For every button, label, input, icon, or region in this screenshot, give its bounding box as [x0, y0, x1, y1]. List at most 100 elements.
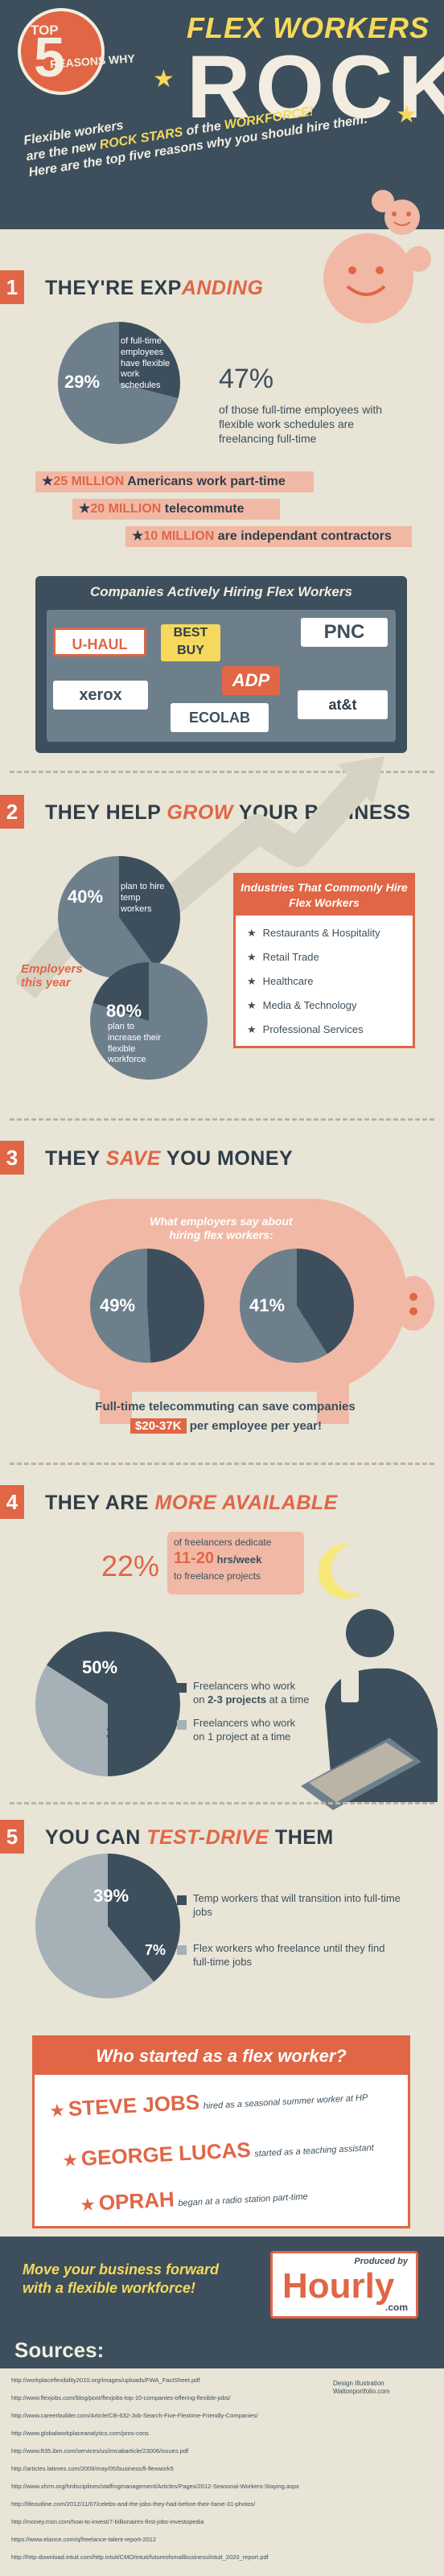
industry-item: ★ Restaurants & Hospitality: [247, 927, 380, 939]
section-4-header: 4 THEY ARE MORE AVAILABLE: [0, 1485, 444, 1519]
produced-by-label: Produced by: [354, 2257, 408, 2266]
title-flex-workers: FLEX WORKERS: [187, 11, 430, 44]
person-steve-jobs: ★STEVE JOBS hired as a seasonal summer w…: [48, 2089, 368, 2121]
pie-percent: 34%: [106, 1725, 139, 1743]
pie-description: reported savings: [153, 1294, 186, 1315]
divider: [10, 771, 434, 773]
sources-title: Sources:: [14, 2338, 105, 2362]
companies-panel: Companies Actively Hiring Flex Workers U…: [35, 576, 407, 753]
legend-swatch: [177, 1683, 187, 1693]
source-link[interactable]: http://www.globalworkplaceanalytics.com/…: [11, 2430, 149, 2437]
star-icon: ★: [79, 2194, 97, 2216]
logo-ecolab: ECOLAB: [171, 703, 269, 732]
hourly-brand: Hourly: [282, 2266, 395, 2306]
source-link[interactable]: http://lifeoutline.com/2012/11/07/celebs…: [11, 2500, 256, 2508]
smiley-faces-icon: [323, 190, 431, 323]
source-link[interactable]: http://articles.latimes.com/2006/may/05/…: [11, 2465, 174, 2472]
pie-percent: 29%: [64, 372, 101, 392]
pie-chart-flex-workforce: [90, 962, 208, 1080]
legend-1-project: Freelancers who work on 1 project at a ti…: [193, 1717, 296, 1743]
who-started-panel: Who started as a flex worker? ★STEVE JOB…: [32, 2035, 410, 2228]
pie-chart-projects: [35, 1632, 180, 1776]
pie-description: reported increased revenue: [302, 1287, 341, 1319]
hours-text-3: to freelance projects: [174, 1570, 261, 1582]
pie-percent: 80%: [106, 1001, 142, 1021]
section-title: YOU CAN TEST-DRIVE THEM: [45, 1826, 334, 1849]
legend-swatch: [177, 1945, 187, 1955]
star-icon: ★: [247, 951, 257, 963]
pie-chart-savings: [90, 1249, 204, 1363]
industry-item: ★ Media & Technology: [247, 999, 357, 1011]
source-link[interactable]: http://workplaceflexibility2010.org/imag…: [11, 2376, 200, 2384]
pie-chart-transition: [35, 1854, 180, 1998]
ribbon-contractors: ★10 MILLION are independant contractors: [125, 526, 412, 547]
divider: [10, 1463, 434, 1465]
badge-five-number: 5: [34, 26, 65, 88]
source-link[interactable]: http://www.shrm.org/hrdisciplines/staffi…: [11, 2483, 299, 2490]
section-5-header: 5 YOU CAN TEST-DRIVE THEM: [0, 1820, 444, 1854]
source-link[interactable]: http://www.ft35.ibm.com/services/us/imca…: [11, 2447, 189, 2455]
pie-percent: 41%: [249, 1295, 286, 1315]
pie-chart-temp-workers: [58, 856, 180, 978]
section-3-header: 3 THEY SAVE YOU MONEY: [0, 1141, 444, 1175]
hours-value: 11-20 hrs/week: [174, 1549, 262, 1567]
divider: [10, 1118, 434, 1121]
source-link[interactable]: http://www.careerbuilder.com/Article/CB-…: [11, 2412, 258, 2419]
source-link[interactable]: http://www.flexjobs.com/blog/post/flexjo…: [11, 2394, 231, 2401]
industry-item: ★ Healthcare: [247, 975, 314, 987]
divider: [10, 1802, 434, 1804]
legend-2-3-projects: Freelancers who work on 2-3 projects at a…: [193, 1680, 310, 1706]
person-oprah: ★OPRAH began at a radio station part-tim…: [79, 2187, 308, 2216]
star-icon: ★: [396, 101, 417, 128]
stat-description: of those full-time employees with flexib…: [219, 403, 383, 446]
sources-section: Sources: http://workplaceflexibility2010…: [0, 2333, 444, 2576]
header: TOP 5 REASONS WHY FLEX WORKERS ROCK! ★ ★…: [0, 0, 444, 229]
person-george-lucas: ★GEORGE LUCAS started as a teaching assi…: [61, 2137, 375, 2171]
industry-item: ★ Retail Trade: [247, 951, 319, 963]
source-link[interactable]: http://money.msn.com/how-to-invest/7-bil…: [11, 2518, 204, 2525]
industry-item: ★ Professional Services: [247, 1023, 364, 1035]
logo-att: at&t: [298, 690, 388, 719]
badge-top-label: TOP: [31, 23, 59, 38]
moon-icon: [319, 1544, 362, 1599]
pie-percent: 7%: [145, 1942, 166, 1958]
pie-description: of full-time employees have flexible wor…: [121, 336, 171, 390]
legend-swatch: [177, 1895, 187, 1905]
ribbon-telecommute: ★20 MILLION telecommute: [72, 499, 280, 520]
hourly-brand-dot-com: .com: [384, 2302, 408, 2313]
pie-percent: 49%: [100, 1295, 136, 1315]
section-title: THEY'RE EXPANDING: [45, 277, 264, 299]
star-icon: ★: [153, 66, 175, 93]
source-link[interactable]: http://http-download.intuit.com/http.int…: [11, 2553, 269, 2561]
employers-say-title: What employers say about hiring flex wor…: [150, 1215, 293, 1241]
stat-percent: 47%: [219, 364, 274, 394]
star-icon: ★: [48, 2100, 66, 2121]
source-link[interactable]: https://www.elance.com/q/freelance-talen…: [11, 2536, 157, 2543]
logo-uhaul: U-HAUL: [53, 628, 146, 656]
star-icon: ★: [247, 999, 257, 1011]
section-title: THEY SAVE YOU MONEY: [45, 1147, 294, 1170]
logo-pnc: PNC: [301, 618, 388, 647]
industries-box: Industries That Commonly Hire Flex Worke…: [233, 873, 415, 1048]
top-five-badge: TOP 5: [18, 8, 105, 95]
pie-chart-flexible-schedules: [58, 322, 180, 444]
star-icon: ★: [247, 1023, 257, 1035]
hours-text-1: of freelancers dedicate: [174, 1537, 272, 1548]
star-icon: ★: [247, 927, 257, 939]
footer: Move your business forward with a flexib…: [0, 2237, 444, 2333]
telecommute-line-2: $20-37K per employee per year!: [93, 1418, 359, 1434]
legend-swatch: [177, 1720, 187, 1730]
section-number: 1: [0, 270, 24, 304]
logo-adp: ADP: [222, 666, 280, 695]
who-started-title: Who started as a flex worker?: [35, 2038, 408, 2075]
freelancer-hours-box: of freelancers dedicate 11-20 hrs/week t…: [167, 1532, 304, 1595]
design-credit: Design Illustration Waltonportfolio.com: [333, 2380, 390, 2396]
employers-label: Employers this year: [21, 962, 83, 990]
pie-description: plan to increase their flexible workforc…: [108, 1022, 162, 1065]
star-icon: ★: [247, 975, 257, 987]
hourly-logo: Produced by Hourly .com: [270, 2251, 418, 2319]
star-icon: ★: [61, 2150, 79, 2171]
freelancer-percent: 22%: [101, 1549, 160, 1582]
piggy-bank-details-icon: [18, 1199, 434, 1424]
